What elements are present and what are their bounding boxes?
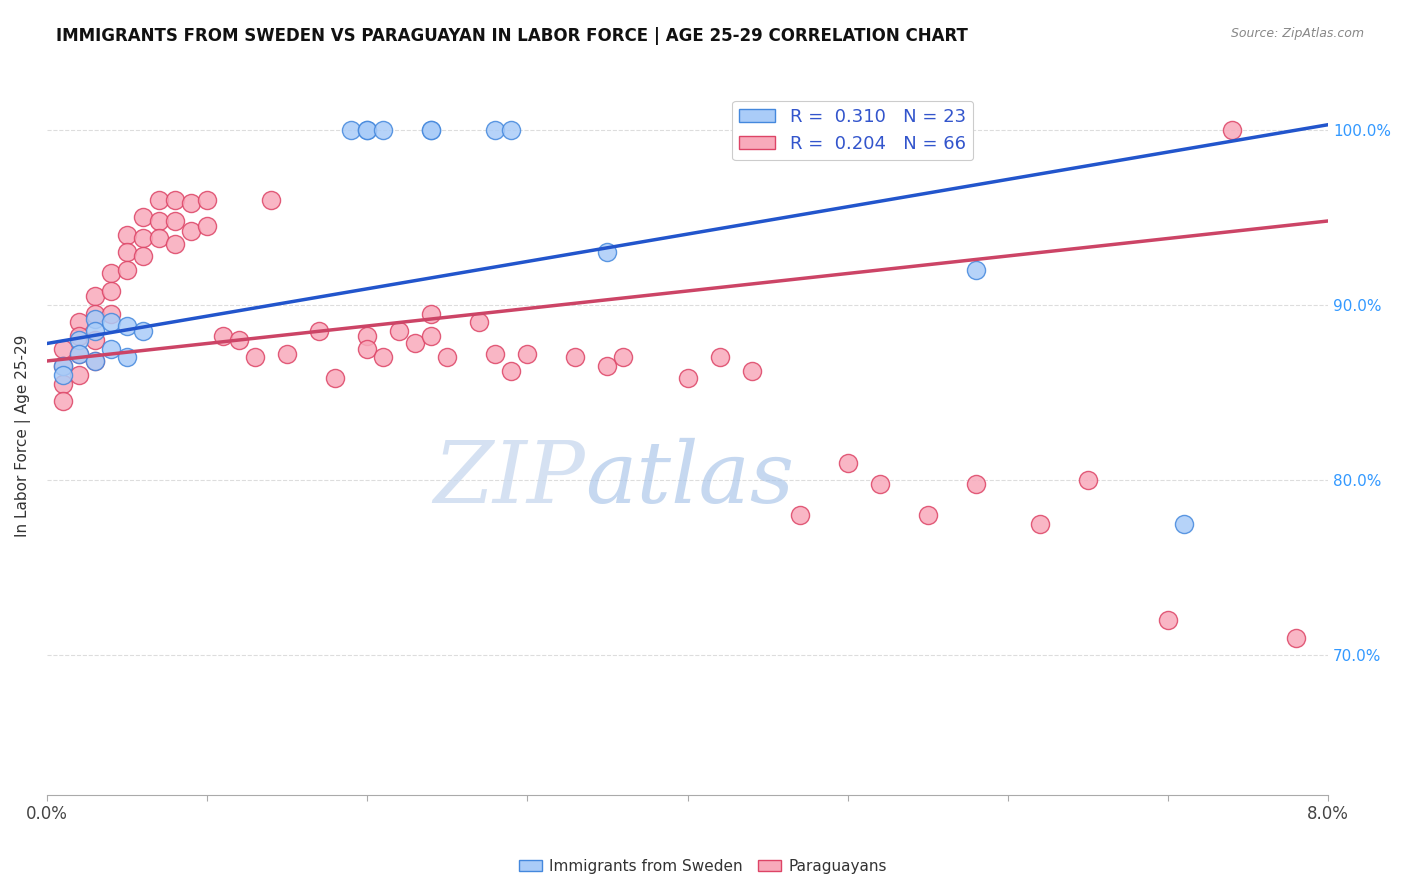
Point [67,368,90,382]
Point [420,123,443,137]
Point [132,324,155,338]
Point [52,342,75,356]
Point [132,211,155,225]
Point [165,236,187,251]
Point [484,123,506,137]
Point [356,123,378,137]
Point [1220,123,1243,137]
Point [228,333,250,347]
Text: Source: ZipAtlas.com: Source: ZipAtlas.com [1230,27,1364,40]
Point [323,371,346,385]
Point [917,508,939,522]
Point [67,347,90,361]
Point [52,359,75,374]
Point [501,123,523,137]
Point [612,351,634,365]
Point [260,193,283,207]
Legend: R =  0.310   N = 23, R =  0.204   N = 66: R = 0.310 N = 23, R = 0.204 N = 66 [733,101,973,161]
Point [869,476,891,491]
Legend: Immigrants from Sweden, Paraguayans: Immigrants from Sweden, Paraguayans [513,853,893,880]
Point [115,227,138,242]
Point [148,214,170,228]
Point [308,324,330,338]
Text: IMMIGRANTS FROM SWEDEN VS PARAGUAYAN IN LABOR FORCE | AGE 25-29 CORRELATION CHAR: IMMIGRANTS FROM SWEDEN VS PARAGUAYAN IN … [56,27,969,45]
Text: ZIP: ZIP [433,438,585,521]
Point [1029,516,1052,531]
Point [132,249,155,263]
Point [195,219,218,234]
Point [195,193,218,207]
Point [1285,631,1308,645]
Point [100,316,122,330]
Point [84,289,107,303]
Point [52,368,75,382]
Point [420,123,443,137]
Point [84,333,107,347]
Y-axis label: In Labor Force | Age 25-29: In Labor Force | Age 25-29 [15,335,31,538]
Point [356,123,378,137]
Point [340,123,363,137]
Point [132,231,155,245]
Point [596,245,619,260]
Point [709,351,731,365]
Point [84,354,107,368]
Point [789,508,811,522]
Point [965,476,987,491]
Point [84,312,107,326]
Point [52,394,75,409]
Point [67,329,90,343]
Point [404,336,426,351]
Point [115,318,138,333]
Point [1157,613,1180,627]
Point [676,371,699,385]
Point [52,359,75,374]
Point [564,351,586,365]
Point [212,329,235,343]
Point [100,342,122,356]
Point [100,284,122,298]
Text: atlas: atlas [585,438,794,521]
Point [420,307,443,321]
Point [356,342,378,356]
Point [373,123,395,137]
Point [356,329,378,343]
Point [115,351,138,365]
Point [837,456,859,470]
Point [420,329,443,343]
Point [100,267,122,281]
Point [84,354,107,368]
Point [115,263,138,277]
Point [516,347,538,361]
Point [276,347,298,361]
Point [180,224,202,238]
Point [67,347,90,361]
Point [1077,473,1099,487]
Point [468,316,491,330]
Point [1173,516,1195,531]
Point [67,316,90,330]
Point [100,307,122,321]
Point [484,347,506,361]
Point [165,214,187,228]
Point [388,324,411,338]
Point [180,196,202,211]
Point [501,364,523,378]
Point [596,359,619,374]
Point [148,193,170,207]
Point [965,263,987,277]
Point [436,351,458,365]
Point [148,231,170,245]
Point [741,364,763,378]
Point [52,376,75,391]
Point [243,351,266,365]
Point [373,351,395,365]
Point [84,324,107,338]
Point [84,307,107,321]
Point [165,193,187,207]
Point [67,333,90,347]
Point [115,245,138,260]
